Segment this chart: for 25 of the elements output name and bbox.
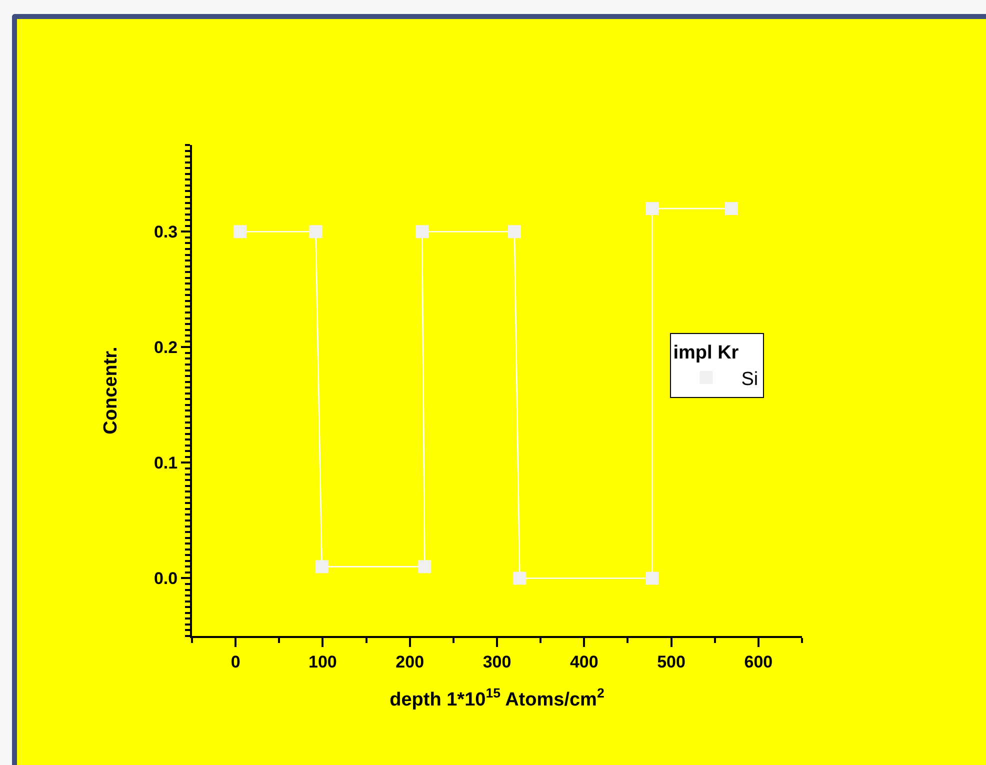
x-tick-label: 300 [482, 652, 512, 672]
x-tick-label: 200 [396, 652, 424, 672]
point [418, 560, 432, 574]
point [724, 202, 738, 216]
x-tick-label: 600 [744, 652, 773, 672]
point [416, 225, 429, 238]
point [646, 202, 659, 216]
legend-label: Si [741, 369, 758, 390]
point [315, 560, 328, 574]
y-tick-label: 0.3 [154, 222, 178, 242]
point [309, 225, 322, 238]
y-axis-title: Concentr. [100, 346, 122, 434]
x-tick-label: 0 [230, 652, 240, 672]
y-tick-label: 0.2 [154, 338, 178, 358]
point [513, 572, 526, 585]
y-tick-label: 0.0 [154, 569, 178, 588]
point [233, 225, 246, 238]
x-tick-label: 100 [308, 652, 337, 672]
x-tick-label: 400 [570, 652, 598, 672]
point [646, 572, 659, 585]
x-axis-title: depth 1*10$^{15}$ Atoms/cm$^{2}$ [390, 686, 604, 711]
legend-title: impl Kr [673, 342, 740, 364]
y-tick-label: 0.1 [154, 454, 178, 473]
point [508, 225, 521, 238]
x-tick-label: 500 [657, 652, 686, 672]
